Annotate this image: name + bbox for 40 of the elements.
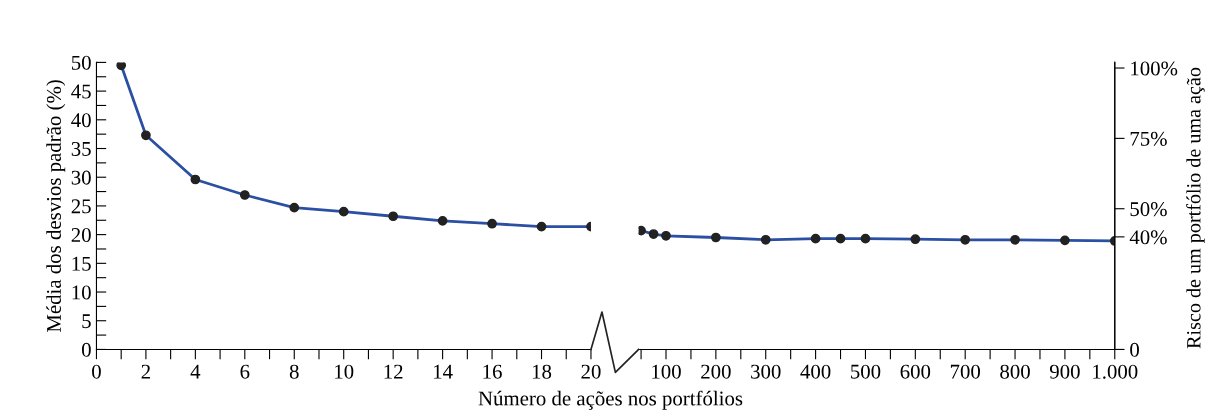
x-tick-label: 4 xyxy=(190,364,201,379)
text: 100% xyxy=(1131,61,1178,76)
x-tick-label: 0 xyxy=(92,364,101,379)
y2-axis-title: Risco de um portfólio de uma ação xyxy=(1186,67,1205,349)
x-tick-label: 900 xyxy=(1049,364,1080,379)
y-tick-label: 30 xyxy=(71,170,91,185)
y-tick-label: 5 xyxy=(82,314,91,329)
x-tick-label: 1.000 xyxy=(1093,364,1138,379)
y-tick-label: 20 xyxy=(71,228,91,243)
y-tick-label: 40 xyxy=(71,113,91,128)
x-tick-label: 12 xyxy=(384,364,403,379)
y-tick-label: 0 xyxy=(81,342,91,357)
x-tick-label: 8 xyxy=(289,364,299,379)
y-tick-label: 15 xyxy=(72,256,91,271)
x-tick-label: 300 xyxy=(751,364,781,379)
x-tick-label: 10 xyxy=(335,364,354,379)
x-tick-label: 500 xyxy=(851,364,881,379)
y-tick-label: 35 xyxy=(71,141,91,156)
x-tick-label: 18 xyxy=(532,364,552,379)
x-tick-label: 400 xyxy=(800,364,831,379)
x-tick-label: 700 xyxy=(950,364,981,379)
x-tick-label: 20 xyxy=(581,364,601,379)
x-tick-label: 600 xyxy=(900,364,931,379)
x-tick-label: 2 xyxy=(141,364,150,379)
x-tick-label: 100 xyxy=(652,364,681,379)
y-axis-title: Média dos desvios padrão (%) xyxy=(46,80,66,333)
text: 0 xyxy=(1130,342,1139,357)
text: 75% xyxy=(1130,131,1167,146)
y-tick-label: 45 xyxy=(71,84,91,99)
x-tick-label: 14 xyxy=(434,364,453,379)
text: 40% xyxy=(1129,230,1167,245)
y-tick-label: 10 xyxy=(72,285,91,300)
x-tick-label: 16 xyxy=(483,364,502,379)
y-tick-label: 25 xyxy=(71,199,91,214)
x-axis-title: Número de ações nos portfólios xyxy=(478,390,743,410)
text: 50% xyxy=(1130,202,1167,217)
y-tick-label: 50 xyxy=(71,55,91,70)
x-tick-label: 6 xyxy=(240,364,250,379)
x-tick-label: 200 xyxy=(701,364,731,379)
x-tick-label: 800 xyxy=(1000,364,1030,379)
